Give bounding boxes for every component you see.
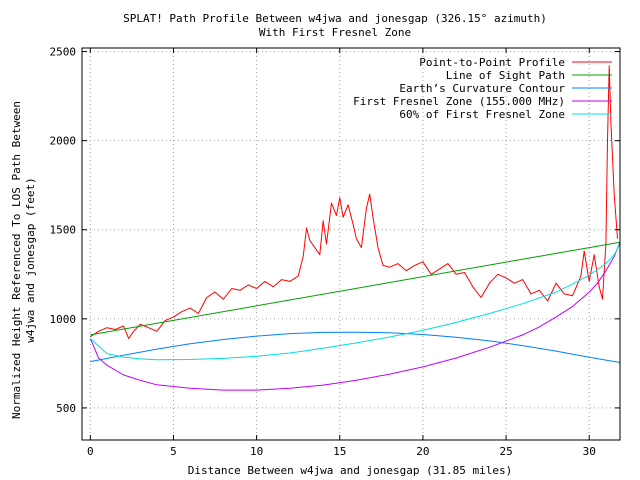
- legend-label-earth-s-curvature-contour: Earth’s Curvature Contour: [399, 82, 565, 95]
- y-tick-label: 2500: [50, 46, 77, 59]
- series-line-earth-s-curvature-contour: [90, 331, 621, 363]
- legend-label-line-of-sight-path: Line of Sight Path: [446, 69, 565, 82]
- y-tick-label: 1000: [50, 313, 77, 326]
- chart-title: SPLAT! Path Profile Between w4jwa and jo…: [123, 12, 547, 25]
- y-tick-label: 1500: [50, 224, 77, 237]
- x-tick-label: 5: [170, 445, 177, 458]
- series-line-line-of-sight-path: [90, 241, 621, 336]
- legend-label-first-fresnel-zone-155-000-mhz: First Fresnel Zone (155.000 MHz): [353, 95, 565, 108]
- legend-label-point-to-point-profile: Point-to-Point Profile: [419, 56, 565, 69]
- series-line-point-to-point-profile: [90, 65, 618, 339]
- x-tick-label: 0: [87, 445, 94, 458]
- x-tick-label: 25: [499, 445, 512, 458]
- x-tick-label: 15: [333, 445, 346, 458]
- x-axis-label: Distance Between w4jwa and jonesgap (31.…: [188, 464, 513, 477]
- grid-lines: [82, 48, 620, 440]
- x-tick-label: 10: [250, 445, 263, 458]
- plot-frame: [81, 47, 621, 441]
- x-tick-label: 30: [583, 445, 596, 458]
- y-tick-label: 500: [56, 402, 76, 415]
- axis-ticks: 0 5 10 15 20 25 30 500 1000 1500 2000 2500: [50, 46, 620, 458]
- chart-subtitle: With First Fresnel Zone: [259, 26, 411, 39]
- series-layer: [89, 65, 621, 391]
- series-line-60-of-first-fresnel-zone: [89, 243, 621, 361]
- y-tick-label: 2000: [50, 135, 77, 148]
- x-tick-label: 20: [416, 445, 429, 458]
- y-axis-label-line1: Normalized Height Referenced To LOS Path…: [10, 101, 23, 419]
- legend-label-60-of-first-fresnel-zone: 60% of First Fresnel Zone: [399, 108, 565, 121]
- series-line-first-fresnel-zone-155-000-mhz: [89, 242, 621, 391]
- y-axis-label-line2: w4jwa and jonesgap (feet): [24, 177, 37, 343]
